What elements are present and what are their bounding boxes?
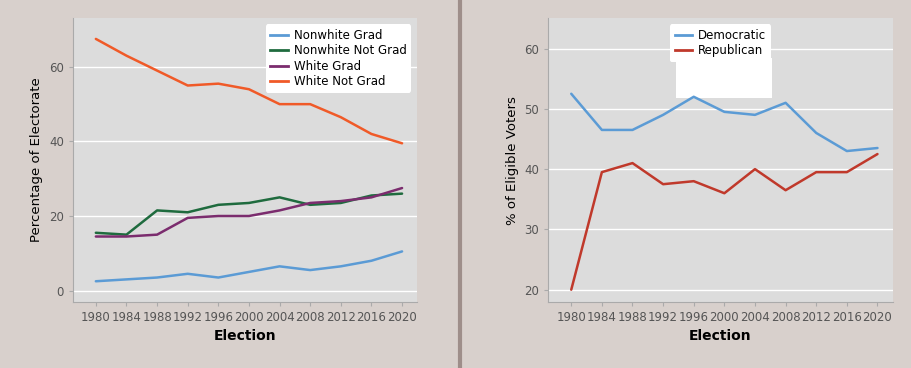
Legend: Nonwhite Grad, Nonwhite Not Grad, White Grad, White Not Grad: Nonwhite Grad, Nonwhite Not Grad, White …: [265, 24, 412, 93]
Y-axis label: % of Eligible Voters: % of Eligible Voters: [506, 96, 519, 224]
FancyBboxPatch shape: [676, 58, 773, 98]
X-axis label: Election: Election: [214, 329, 276, 343]
Legend: Democratic, Republican: Democratic, Republican: [670, 24, 771, 62]
X-axis label: Election: Election: [690, 329, 752, 343]
Y-axis label: Percentage of Electorate: Percentage of Electorate: [30, 78, 44, 243]
